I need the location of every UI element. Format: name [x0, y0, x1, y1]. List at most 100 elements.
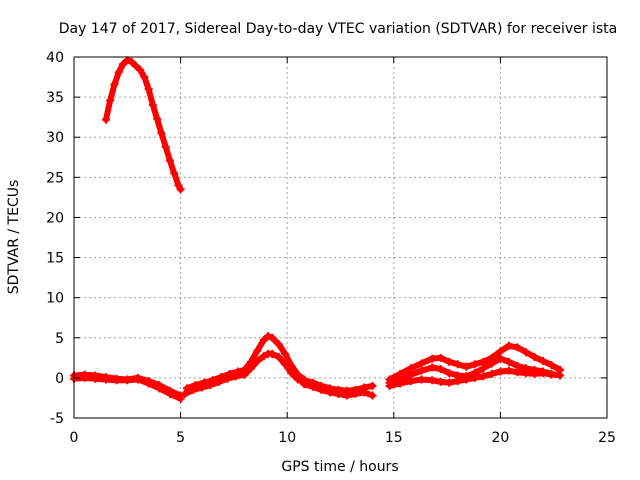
- chart-title: Day 147 of 2017, Sidereal Day-to-day VTE…: [59, 21, 617, 37]
- data-point: [106, 96, 115, 105]
- data-point: [136, 65, 145, 74]
- data-point: [259, 336, 268, 345]
- data-point: [351, 389, 360, 398]
- data-point: [119, 60, 128, 69]
- x-tick-label: 10: [278, 430, 296, 446]
- data-point: [281, 349, 290, 358]
- data-point: [182, 384, 191, 393]
- x-tick-label: 15: [385, 430, 403, 446]
- y-tick-label: 5: [55, 331, 64, 347]
- data-point: [428, 363, 437, 372]
- data-point: [300, 380, 309, 389]
- series-arc-low-d: [182, 365, 249, 393]
- data-point: [504, 366, 513, 375]
- y-tick-label: 10: [46, 291, 64, 307]
- data-point: [157, 129, 166, 138]
- data-point: [547, 361, 556, 370]
- data-point: [140, 73, 149, 82]
- data-point: [225, 369, 234, 378]
- data-point: [325, 388, 334, 397]
- data-point: [453, 377, 462, 386]
- data-point: [176, 185, 185, 194]
- data-point: [513, 368, 522, 377]
- data-point: [101, 375, 110, 384]
- data-point: [496, 354, 505, 363]
- data-point: [530, 353, 539, 362]
- data-point: [112, 376, 121, 385]
- data-point: [342, 391, 351, 400]
- data-point: [479, 364, 488, 373]
- data-point: [123, 376, 132, 385]
- data-point: [470, 360, 479, 369]
- data-point: [101, 115, 110, 124]
- data-point: [462, 362, 471, 371]
- data-point: [547, 370, 556, 379]
- data-point: [368, 391, 377, 400]
- data-point: [110, 80, 119, 89]
- data-point: [462, 375, 471, 384]
- data-point: [504, 357, 513, 366]
- data-point: [445, 369, 454, 378]
- data-point: [428, 376, 437, 385]
- data-point: [253, 346, 262, 355]
- y-tick-label: 25: [46, 170, 64, 186]
- data-point: [287, 369, 296, 378]
- data-point: [368, 381, 377, 390]
- data-point: [436, 353, 445, 362]
- series-trough-b: [300, 380, 377, 400]
- x-axis-label: GPS time / hours: [281, 459, 398, 475]
- data-point: [253, 357, 262, 366]
- data-point: [496, 367, 505, 376]
- data-point: [274, 353, 283, 362]
- data-point: [170, 169, 179, 178]
- data-point: [161, 142, 170, 151]
- data-point: [131, 61, 140, 70]
- y-tick-label: 0: [55, 371, 64, 387]
- data-point: [268, 333, 277, 342]
- data-point: [114, 68, 123, 77]
- x-tick-label: 25: [598, 430, 616, 446]
- data-point: [334, 389, 343, 398]
- data-point: [274, 340, 283, 349]
- data-point: [428, 354, 437, 363]
- data-point: [539, 369, 548, 378]
- data-point: [453, 360, 462, 369]
- data-point: [281, 360, 290, 369]
- data-point: [259, 352, 268, 361]
- data-point: [513, 343, 522, 352]
- x-tick-label: 5: [176, 430, 185, 446]
- y-tick-label: 35: [46, 90, 64, 106]
- grid-layer: [74, 57, 607, 418]
- data-point: [521, 348, 530, 357]
- data-point: [496, 347, 505, 356]
- y-axis-label: SDTVAR / TECUs: [6, 180, 22, 295]
- data-point: [417, 366, 426, 375]
- data-point: [264, 332, 273, 341]
- data-point: [234, 367, 243, 376]
- data-point: [153, 114, 162, 123]
- data-point: [180, 389, 189, 398]
- data-point: [127, 57, 136, 66]
- y-tick-label: 30: [46, 130, 64, 146]
- data-point: [317, 385, 326, 394]
- data-point: [521, 369, 530, 378]
- data-point: [417, 359, 426, 368]
- x-tick-label: 20: [491, 430, 509, 446]
- data-point: [556, 371, 565, 380]
- y-tick-label: -5: [50, 411, 64, 427]
- data-point: [174, 181, 183, 190]
- data-point: [144, 379, 153, 388]
- data-point: [80, 373, 89, 382]
- data-point: [217, 373, 226, 382]
- data-point: [165, 389, 174, 398]
- series-arc-early-high: [101, 56, 185, 194]
- data-point: [246, 364, 255, 373]
- data-point: [200, 378, 209, 387]
- series-late-lower: [385, 366, 556, 390]
- data-point: [445, 357, 454, 366]
- data-point: [479, 372, 488, 381]
- data-point: [385, 381, 394, 390]
- data-point: [417, 375, 426, 384]
- data-point: [487, 359, 496, 368]
